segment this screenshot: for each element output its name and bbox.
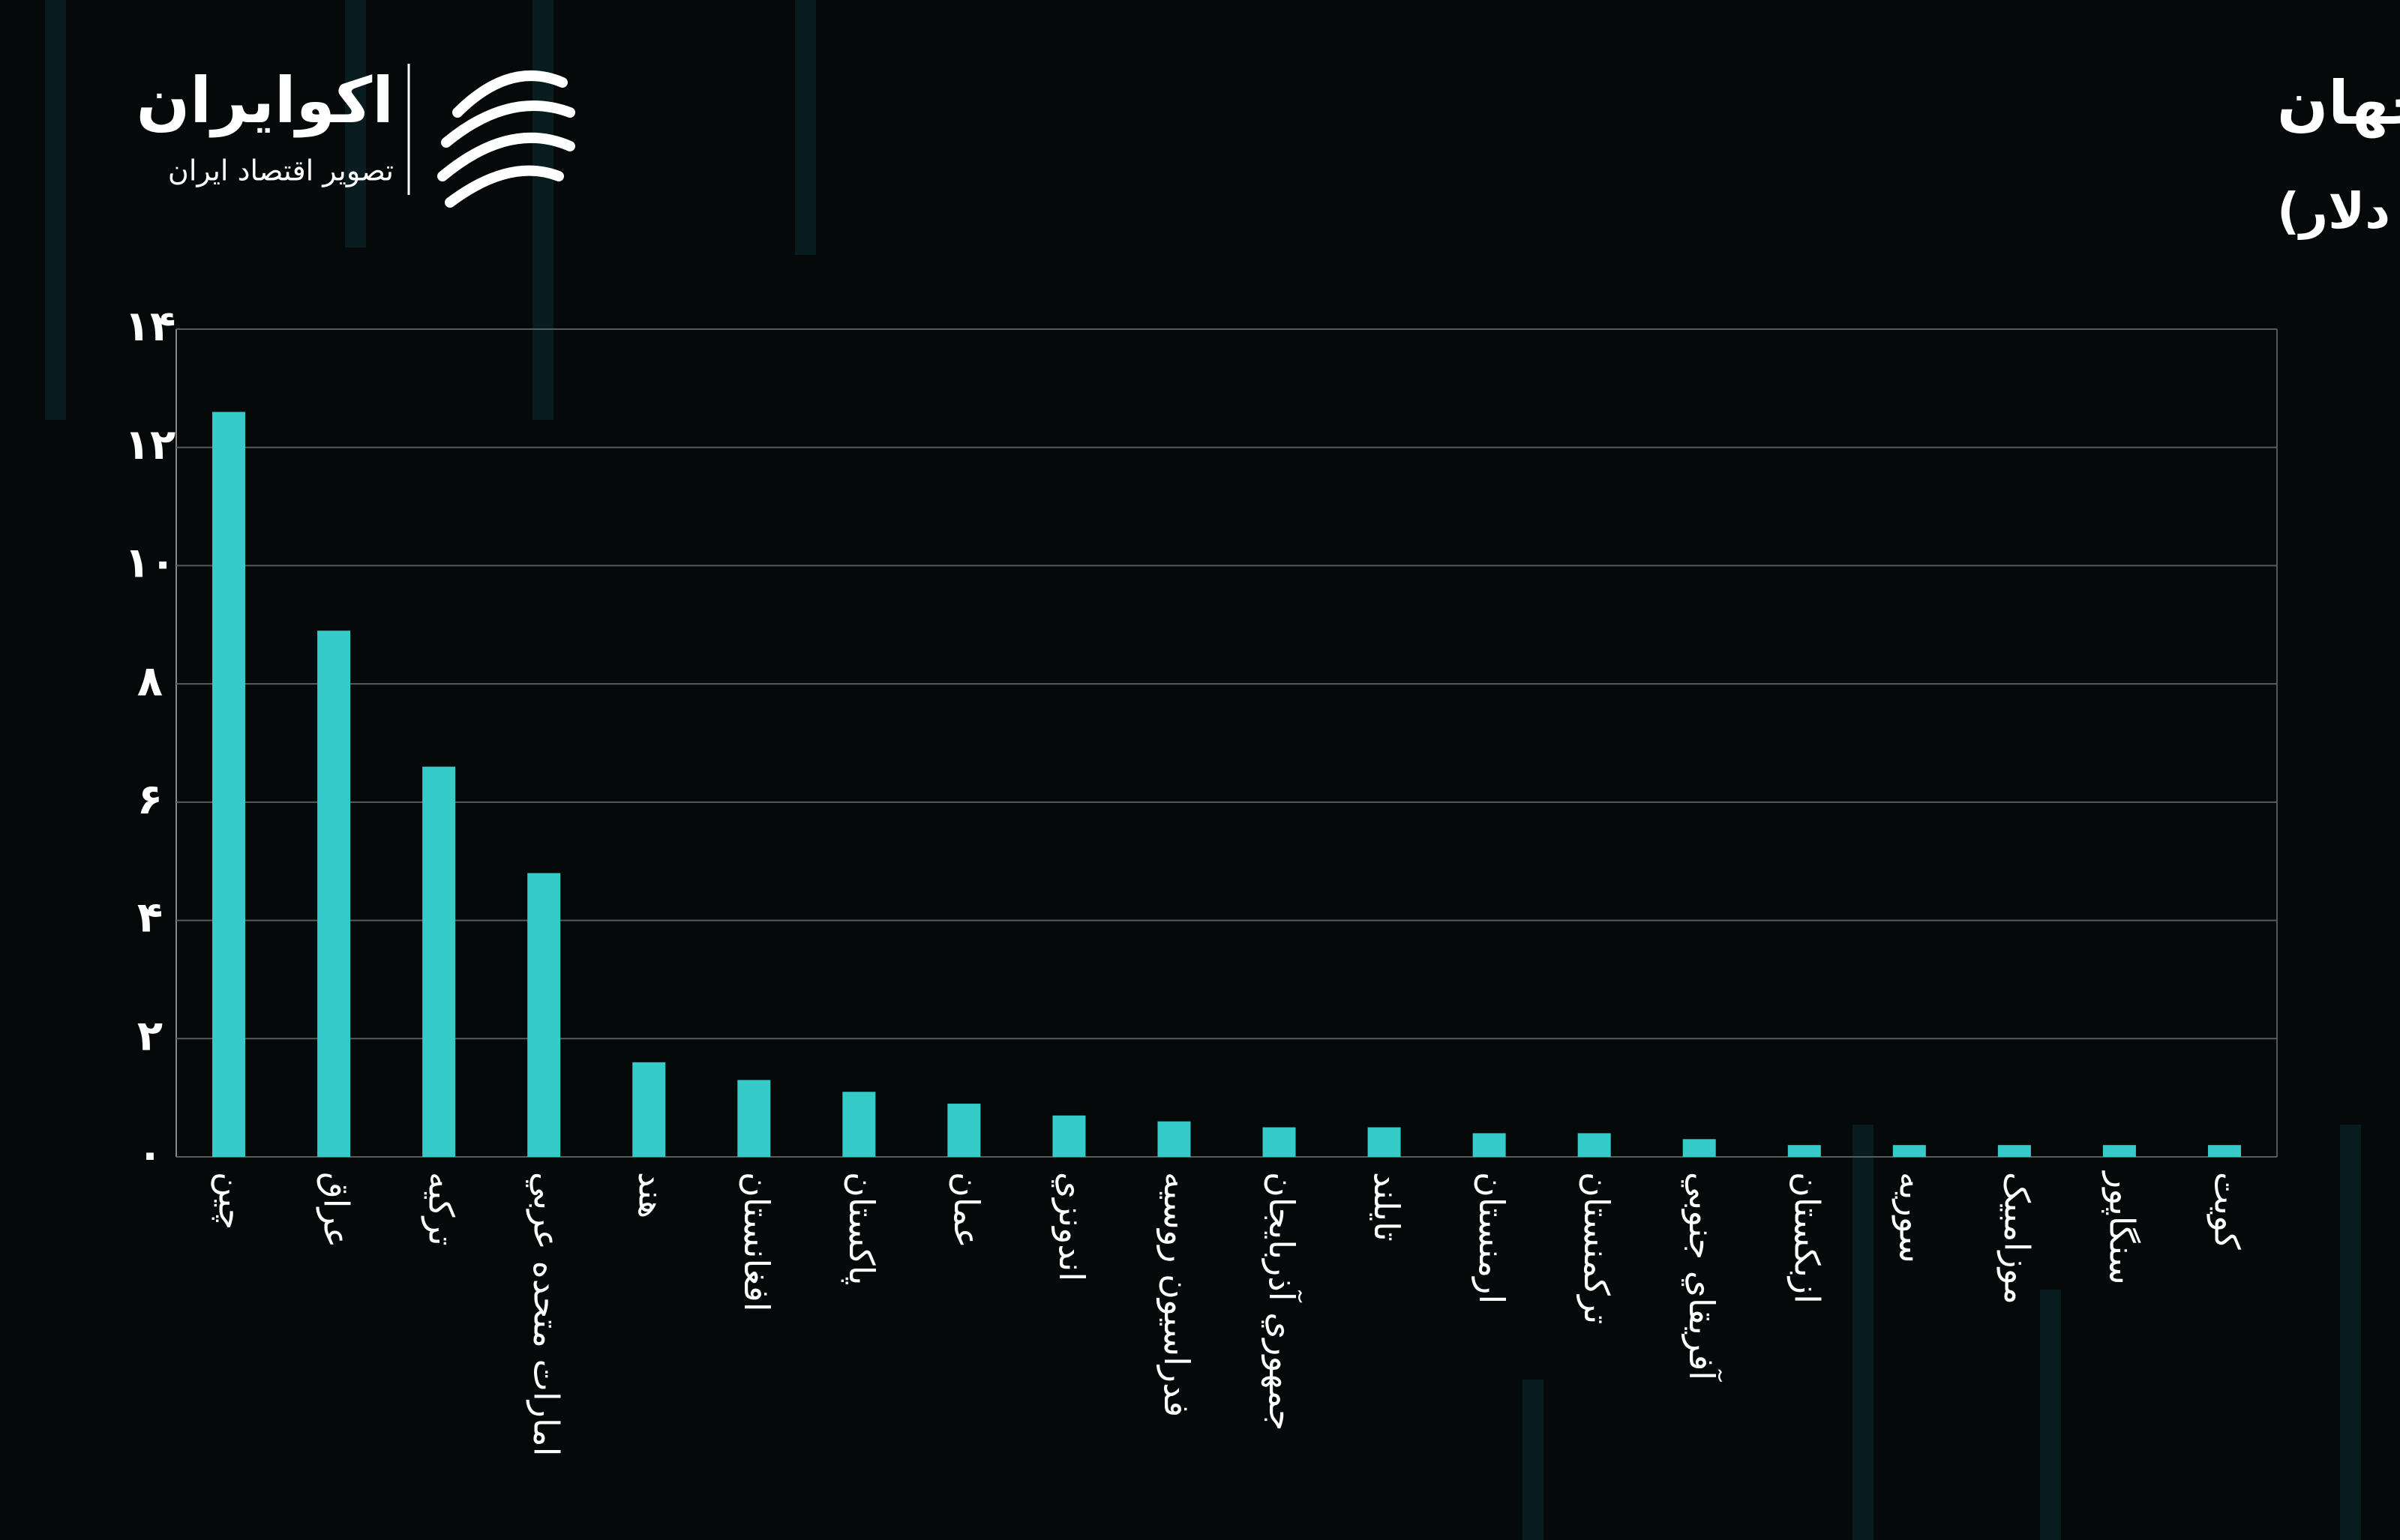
bar: [1262, 1127, 1296, 1157]
x-tick-label: عمان: [946, 1172, 987, 1248]
logo-icon: [437, 70, 575, 208]
bar: [1472, 1133, 1506, 1157]
x-tick-label: ارمنستان: [1472, 1172, 1512, 1304]
bar: [2207, 1145, 2241, 1157]
bar: [842, 1092, 876, 1157]
x-tick-label: عراق: [316, 1172, 357, 1248]
x-tick-label: فدراسیون روسیه: [1156, 1172, 1197, 1417]
x-tick-label: اندونزي: [1051, 1172, 1092, 1281]
x-tick-label: سنگاپور: [2101, 1170, 2142, 1285]
x-tick-label: افغانستان: [736, 1172, 777, 1312]
x-tick-label: جمهوري آذربايجان: [1261, 1172, 1302, 1431]
bar: [1052, 1115, 1086, 1157]
bar: [1787, 1145, 1821, 1157]
x-tick-label: کویت: [2206, 1172, 2247, 1250]
bar: [2102, 1145, 2136, 1157]
bar: [1157, 1121, 1191, 1157]
y-tick-label: ۲: [137, 1011, 163, 1060]
x-tick-label: هند: [632, 1172, 672, 1218]
y-tick-label: ۱۲: [124, 421, 176, 469]
chart-title: بیشترین صادرات ایران به ۲۰ کشور جهان: [2277, 68, 2400, 139]
x-tick-label: آفريقاي جنوبي: [1681, 1172, 1722, 1382]
bar: [422, 766, 456, 1157]
y-tick-label: ۴: [137, 894, 163, 942]
bar: [632, 1062, 666, 1157]
bar: [947, 1104, 981, 1157]
bar: [1577, 1133, 1611, 1157]
y-tick-label: ۶: [137, 775, 163, 824]
x-tick-label: چین: [211, 1172, 252, 1230]
x-tick-label: ترکمنستان: [1576, 1172, 1617, 1324]
y-tick-label: ۰: [137, 1130, 163, 1179]
bar: [317, 631, 351, 1157]
logo-name: اکوایران: [136, 64, 394, 138]
bar: [527, 873, 561, 1157]
bar: [1367, 1127, 1401, 1157]
y-tick-label: ۱۴: [124, 302, 176, 351]
x-tick-label: امارات متحده عربي: [526, 1172, 567, 1456]
bar: [1892, 1145, 1926, 1157]
bar: [212, 412, 246, 1157]
y-tick-label: ۱۰: [124, 539, 176, 588]
y-tick-label: ۸: [137, 657, 163, 706]
chart-subtitle: در ۱۰ ماهه ۱۴۰۱ - ارزش (میلیارد دلار): [2277, 182, 2400, 240]
x-tick-label: تايلند: [1366, 1172, 1407, 1242]
bar: [1997, 1145, 2031, 1157]
bar: [1682, 1139, 1716, 1157]
background-decor: [45, 0, 2361, 1540]
x-tick-label: ازبکستان: [1786, 1172, 1827, 1304]
x-tick-label: سوریه: [1891, 1172, 1932, 1263]
x-tick-label: ترکیه: [421, 1172, 462, 1246]
x-tick-label: موزامبیک: [1996, 1172, 2037, 1305]
bar: [737, 1080, 771, 1157]
logo-tagline: تصویر اقتصاد ایران: [168, 154, 394, 188]
x-tick-label: پاکستان: [841, 1172, 882, 1285]
